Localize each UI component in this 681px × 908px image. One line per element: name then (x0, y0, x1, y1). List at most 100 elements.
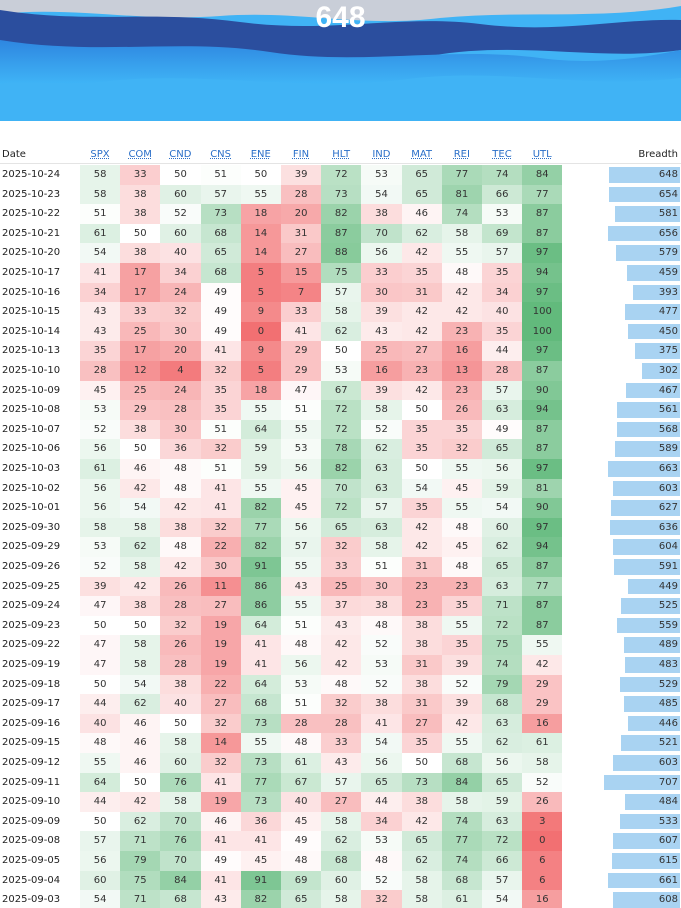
heat-cell: 41 (240, 831, 281, 851)
heat-cell: 48 (361, 851, 402, 871)
heat-cell: 48 (160, 537, 201, 557)
heat-cell: 57 (321, 772, 362, 793)
heat-cell: 57 (361, 498, 402, 518)
heat-cell: 28 (281, 184, 322, 205)
heat-cell: 65 (482, 439, 523, 459)
heat-cell: 87 (522, 557, 563, 577)
date-cell: 2025-09-29 (2, 541, 61, 553)
heat-cell: 34 (361, 811, 402, 832)
heat-cell: 97 (522, 341, 563, 361)
heat-cell: 52 (80, 557, 121, 577)
heat-cell: 42 (160, 498, 201, 518)
heat-cell: 39 (441, 694, 482, 714)
date-cell: 2025-10-17 (2, 267, 61, 278)
column-header[interactable]: UTL (532, 149, 552, 160)
heat-cell: 51 (281, 400, 322, 420)
column-header[interactable]: TEC (492, 149, 512, 160)
heat-cell: 72 (321, 400, 362, 420)
column-header[interactable]: HLT (332, 149, 351, 160)
heat-cell: 41 (80, 263, 121, 283)
heat-cell: 68 (160, 890, 201, 908)
breadth-bar (613, 480, 680, 497)
heat-cell: 94 (522, 263, 563, 283)
heat-cell: 42 (401, 321, 442, 342)
header-rule (0, 163, 681, 164)
heat-cell: 50 (80, 674, 121, 695)
date-cell: 2025-09-05 (2, 855, 61, 866)
column-header[interactable]: CND (169, 149, 192, 160)
date-cell: 2025-10-24 (2, 169, 61, 180)
heat-cell: 53 (321, 361, 362, 381)
column-header[interactable]: CNS (210, 149, 231, 160)
column-header[interactable]: IND (372, 149, 391, 160)
heat-cell: 73 (200, 204, 241, 224)
column-header[interactable]: REI (453, 149, 470, 160)
heat-cell: 25 (120, 321, 161, 342)
heat-cell: 52 (441, 674, 482, 695)
heat-cell: 73 (240, 713, 281, 734)
heat-cell: 44 (80, 792, 121, 812)
heat-cell: 32 (441, 439, 482, 459)
heat-cell: 32 (160, 615, 201, 636)
heat-cell: 58 (361, 537, 402, 557)
column-header[interactable]: FIN (292, 149, 310, 160)
heat-cell: 55 (80, 753, 121, 773)
heat-cell: 56 (80, 439, 121, 459)
column-header[interactable]: ENE (250, 149, 271, 160)
date-cell: 2025-10-13 (2, 345, 61, 357)
date-cell: 2025-10-22 (2, 208, 61, 220)
heat-cell: 40 (160, 243, 201, 263)
column-header[interactable]: COM (128, 149, 152, 160)
heat-cell: 91 (240, 557, 281, 577)
heat-cell: 35 (401, 439, 442, 459)
heat-cell: 35 (80, 341, 121, 361)
heat-cell: 54 (482, 498, 523, 518)
heat-cell: 77 (441, 831, 482, 851)
heat-cell: 58 (321, 811, 362, 832)
heat-cell: 38 (160, 674, 201, 695)
heat-cell: 16 (441, 341, 482, 361)
breadth-value: 459 (658, 267, 678, 278)
breadth-bar (620, 676, 680, 693)
heat-cell: 54 (80, 243, 121, 263)
heat-cell: 68 (240, 694, 281, 714)
heat-cell: 50 (80, 811, 121, 832)
heat-cell: 61 (281, 753, 322, 773)
heat-cell: 87 (522, 223, 563, 244)
heat-cell: 57 (200, 184, 241, 205)
heat-cell: 55 (281, 557, 322, 577)
heat-cell: 82 (240, 537, 281, 557)
breadth-bar (625, 304, 680, 320)
heat-cell: 20 (281, 204, 322, 224)
heat-cell: 23 (441, 321, 482, 342)
heat-cell: 50 (160, 713, 201, 734)
heat-cell: 51 (281, 694, 322, 714)
heat-cell: 42 (401, 243, 442, 263)
breadth-value: 589 (658, 443, 678, 455)
heat-cell: 67 (321, 380, 362, 401)
heat-cell: 73 (321, 184, 362, 205)
heat-cell: 64 (80, 772, 121, 793)
column-header[interactable]: MAT (411, 149, 432, 160)
breadth-value: 707 (658, 776, 678, 788)
column-header[interactable]: SPX (90, 149, 110, 160)
date-cell: 2025-09-12 (2, 757, 61, 768)
heat-cell: 62 (321, 321, 362, 342)
heat-cell: 87 (321, 223, 362, 244)
heat-cell: 29 (281, 341, 322, 361)
heat-cell: 74 (482, 165, 523, 185)
heat-cell: 41 (281, 321, 322, 342)
breadth-bar (613, 539, 680, 555)
heat-cell: 35 (200, 380, 241, 401)
heat-cell: 39 (441, 655, 482, 675)
heat-cell: 43 (80, 302, 121, 322)
breadth-bar (608, 186, 680, 203)
heat-cell: 53 (80, 537, 121, 557)
heat-cell: 49 (200, 282, 241, 303)
breadth-bar (624, 794, 680, 810)
heat-cell: 41 (361, 713, 402, 734)
heat-cell: 39 (80, 576, 121, 597)
heat-cell: 77 (240, 517, 281, 538)
heat-cell: 78 (321, 439, 362, 459)
heat-cell: 50 (120, 772, 161, 793)
